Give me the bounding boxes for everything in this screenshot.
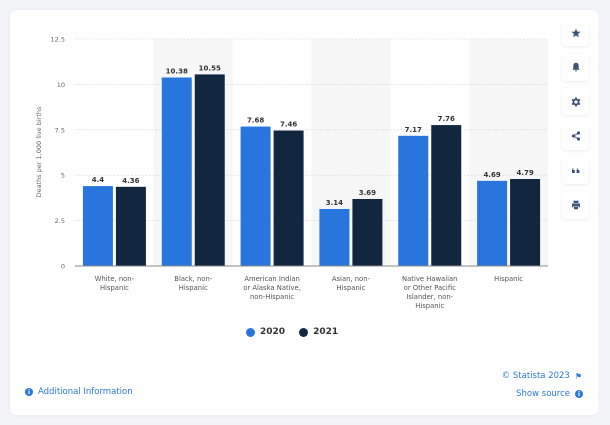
bar-2020[interactable]: [319, 208, 350, 266]
toolbar: [562, 19, 590, 226]
legend-dot-2020: [246, 327, 255, 337]
bar-2020[interactable]: [240, 126, 271, 267]
bar-2021[interactable]: [431, 125, 462, 266]
info-icon: i: [25, 388, 33, 396]
flag-icon: ⚑: [574, 371, 582, 381]
copyright-label: © Statista 2023: [501, 371, 570, 381]
favorite-button[interactable]: [562, 19, 589, 46]
data-label: 4.36: [122, 177, 139, 185]
additional-information-label: Additional Information: [38, 387, 133, 397]
bar-2020[interactable]: [161, 77, 192, 266]
quote-icon: [571, 167, 579, 173]
x-tick-label: American Indian or Alaska Native, non-Hisp…: [243, 275, 301, 301]
bar-2021[interactable]: [352, 198, 383, 266]
data-label: 4.79: [516, 169, 533, 177]
print-button[interactable]: [562, 191, 589, 219]
x-tick-label: White, non-Hispanic: [95, 275, 135, 292]
x-tick-label: Native Hawaiian or Other Pacific Islander,…: [402, 275, 457, 310]
show-source-label: Show source: [516, 389, 570, 399]
bar-2021[interactable]: [194, 74, 225, 266]
star-icon: [570, 28, 581, 37]
additional-information-link[interactable]: i Additional Information: [25, 387, 133, 397]
legend-item-2021[interactable]: 2021: [299, 327, 338, 337]
x-tick-label: Asian, non-Hispanic: [332, 275, 371, 292]
data-label: 10.38: [166, 67, 188, 75]
share-button[interactable]: [562, 122, 589, 150]
y-tick-label: 10: [57, 81, 65, 89]
y-tick-label: 2.5: [55, 217, 65, 225]
legend-label-2021: 2021: [313, 327, 339, 337]
data-label: 3.14: [326, 199, 343, 207]
data-label: 4.4: [92, 176, 105, 184]
sidebar-divider: [598, 0, 610, 425]
x-tick-label: Black, non-Hispanic: [174, 275, 212, 292]
bar-2021[interactable]: [115, 186, 146, 266]
data-label: 3.69: [359, 189, 376, 197]
bar-2020[interactable]: [82, 186, 113, 266]
print-icon: [571, 200, 580, 210]
bar-2020[interactable]: [477, 180, 508, 266]
y-tick-label: 7.5: [55, 126, 65, 134]
legend-item-2020[interactable]: 2020: [246, 327, 285, 337]
bar-2021[interactable]: [510, 179, 541, 266]
data-label: 7.76: [438, 115, 455, 123]
data-label: 7.68: [247, 117, 264, 125]
show-source-link[interactable]: Show source i: [516, 389, 583, 399]
copyright[interactable]: © Statista 2023 ⚑: [502, 371, 582, 381]
bell-icon: [571, 62, 580, 72]
y-tick-label: 5: [61, 172, 65, 180]
y-tick-label: 0: [61, 263, 65, 271]
data-label: 10.55: [199, 64, 221, 72]
y-tick-label: 12.5: [51, 36, 65, 44]
legend: 2020 2021: [246, 327, 352, 337]
notification-button[interactable]: [562, 53, 589, 81]
bar-2020[interactable]: [398, 135, 429, 266]
x-tick-label: Hispanic: [494, 275, 523, 283]
data-label: 7.17: [405, 126, 422, 134]
cite-button[interactable]: [562, 157, 589, 184]
settings-button[interactable]: [562, 88, 589, 115]
legend-label-2020: 2020: [260, 327, 286, 337]
data-label: 7.46: [280, 121, 297, 129]
share-icon: [571, 131, 580, 141]
bar-2021[interactable]: [273, 130, 304, 266]
data-label: 4.69: [483, 171, 500, 179]
legend-dot-2021: [299, 327, 309, 337]
info-icon: i: [575, 390, 583, 398]
gear-icon: [571, 97, 580, 106]
y-axis-label: Deaths per 1,000 live births: [35, 106, 43, 197]
